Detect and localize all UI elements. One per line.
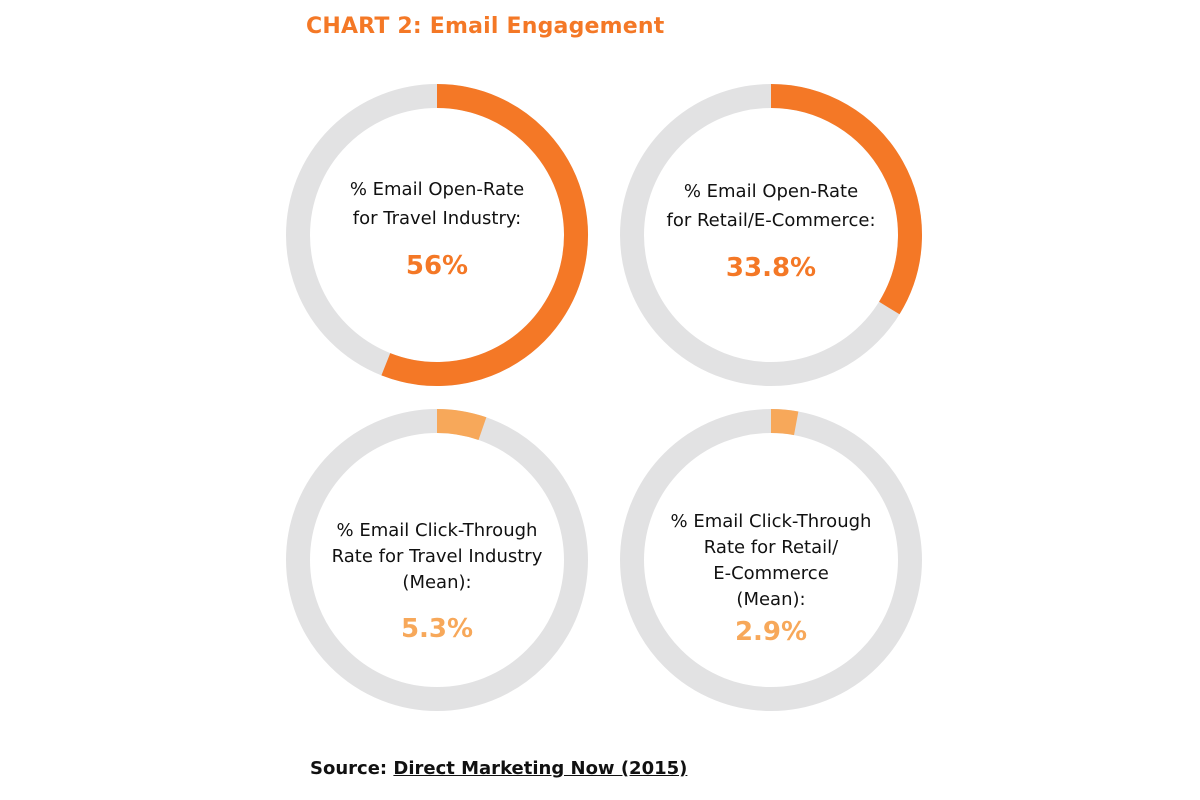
donut-value: 2.9%	[734, 617, 808, 647]
click-through-retail-donut-svg	[620, 409, 922, 711]
click-through-travel-text: % Email Click-Through Rate for Travel In…	[322, 518, 552, 644]
open-rate-retail-donut-svg	[620, 84, 922, 386]
donut-value: 56%	[405, 251, 469, 281]
donut-label-line: % Email Click-Through	[336, 520, 538, 541]
donut-label-line: Rate for Retail/	[703, 537, 839, 558]
donut-label-line: % Email Open-Rate	[683, 181, 859, 202]
donut-value-arc	[770, 409, 799, 436]
click-through-travel-donut: % Email Click-Through Rate for Travel In…	[282, 405, 592, 715]
click-through-retail-text: % Email Click-Through Rate for Retail/ E…	[656, 509, 886, 647]
donut-label-line: for Travel Industry:	[352, 208, 522, 229]
open-rate-retail-donut: % Email Open-Rate for Retail/E-Commerce:…	[616, 80, 926, 390]
donut-label-line: for Retail/E-Commerce:	[666, 210, 876, 231]
open-rate-travel-text: % Email Open-Rate for Travel Industry: 5…	[322, 175, 552, 281]
donut-label-line: Rate for Travel Industry	[331, 546, 543, 567]
donut-label-line: (Mean):	[402, 572, 472, 593]
donut-value: 33.8%	[725, 253, 817, 283]
open-rate-travel-donut-svg	[286, 84, 588, 386]
source-note: Source: Direct Marketing Now (2015)	[310, 758, 687, 779]
open-rate-travel-donut: % Email Open-Rate for Travel Industry: 5…	[282, 80, 592, 390]
source-prefix: Source:	[310, 758, 388, 779]
open-rate-retail-text: % Email Open-Rate for Retail/E-Commerce:…	[656, 177, 886, 283]
donut-label-line: % Email Open-Rate	[349, 179, 525, 200]
click-through-retail-donut: % Email Click-Through Rate for Retail/ E…	[616, 405, 926, 715]
donut-label-line: % Email Click-Through	[670, 511, 872, 532]
donut-value-arc	[770, 84, 922, 315]
source-link[interactable]: Direct Marketing Now (2015)	[393, 758, 688, 779]
click-through-travel-donut-svg	[286, 409, 588, 711]
donut-value-arc	[381, 84, 588, 386]
donut-value: 5.3%	[400, 614, 474, 644]
chart-title: CHART 2: Email Engagement	[306, 14, 665, 39]
donut-label-line: (Mean):	[736, 589, 806, 610]
donut-value-arc	[436, 409, 487, 441]
donut-label-line: E-Commerce	[713, 563, 829, 584]
